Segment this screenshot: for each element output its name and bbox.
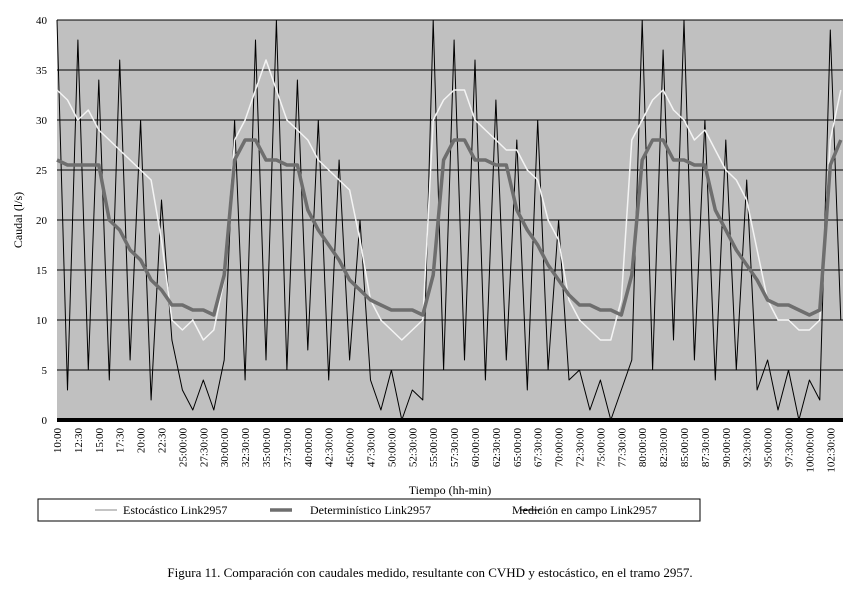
x-tick-label: 57:30:00 bbox=[449, 428, 461, 468]
series-line bbox=[56, 19, 842, 421]
x-tick-label: 17:30 bbox=[115, 428, 127, 454]
x-tick-label: 22:30 bbox=[157, 428, 169, 454]
y-tick-label: 0 bbox=[42, 415, 48, 427]
y-tick-label: 25 bbox=[36, 165, 48, 177]
y-tick-label: 5 bbox=[42, 365, 48, 377]
legend-label: Estocástico Link2957 bbox=[123, 503, 227, 517]
x-tick-label: 30:00:00 bbox=[219, 428, 231, 468]
x-tick-label: 32:30:00 bbox=[240, 428, 252, 468]
x-tick-label: 62:30:00 bbox=[491, 428, 503, 468]
caption: Figura 11. Comparación con caudales medi… bbox=[167, 565, 692, 580]
y-tick-label: 35 bbox=[36, 65, 48, 77]
x-tick-label: 25:00:00 bbox=[177, 428, 189, 468]
x-tick-label: 92:30:00 bbox=[742, 428, 754, 468]
x-tick-label: 50:00:00 bbox=[386, 428, 398, 468]
x-tick-label: 75:00:00 bbox=[595, 428, 607, 468]
x-tick-label: 15:00 bbox=[94, 428, 106, 454]
x-tick-label: 72:30:00 bbox=[575, 428, 587, 468]
x-tick-label: 95:00:00 bbox=[763, 428, 775, 468]
x-tick-label: 47:30:00 bbox=[366, 428, 378, 468]
x-tick-label: 20:00 bbox=[136, 428, 148, 454]
x-tick-label: 90:00:00 bbox=[721, 428, 733, 468]
x-tick-label: 87:30:00 bbox=[700, 428, 712, 468]
x-tick-label: 45:00:00 bbox=[345, 428, 357, 468]
x-axis-label: Tiempo (hh-min) bbox=[409, 483, 492, 497]
x-tick-label: 55:00:00 bbox=[428, 428, 440, 468]
legend-label: Determinístico Link2957 bbox=[310, 503, 431, 517]
x-tick-label: 67:30:00 bbox=[533, 428, 545, 468]
x-tick-label: 52:30:00 bbox=[407, 428, 419, 468]
legend-box bbox=[37, 498, 701, 522]
x-tick-label: 40:00:00 bbox=[303, 428, 315, 468]
legend-label: Medición en campo Link2957 bbox=[512, 503, 657, 517]
x-tick-label: 60:00:00 bbox=[470, 428, 482, 468]
x-tick-label: 42:30:00 bbox=[324, 428, 336, 468]
x-tick-label: 10:00 bbox=[52, 428, 64, 454]
x-tick-label: 35:00:00 bbox=[261, 428, 273, 468]
x-tick-label: 77:30:00 bbox=[616, 428, 628, 468]
x-tick-label: 100:00:00 bbox=[804, 428, 816, 473]
x-tick-label: 12:30 bbox=[73, 428, 85, 454]
x-tick-label: 80:00:00 bbox=[637, 428, 649, 468]
y-tick-label: 15 bbox=[36, 265, 48, 277]
x-tick-label: 85:00:00 bbox=[679, 428, 691, 468]
y-tick-label: 40 bbox=[36, 15, 48, 27]
x-tick-label: 82:30:00 bbox=[658, 428, 670, 468]
x-tick-label: 27:30:00 bbox=[198, 428, 210, 468]
x-tick-label: 97:30:00 bbox=[784, 428, 796, 468]
x-tick-label: 102:30:00 bbox=[825, 428, 837, 473]
y-tick-label: 30 bbox=[36, 115, 48, 127]
x-tick-label: 65:00:00 bbox=[512, 428, 524, 468]
series-line bbox=[56, 59, 842, 341]
x-tick-label: 70:00:00 bbox=[554, 428, 566, 468]
x-tick-label: 37:30:00 bbox=[282, 428, 294, 468]
y-tick-label: 10 bbox=[36, 315, 48, 327]
series-line bbox=[56, 138, 843, 317]
y-axis-label: Caudal (l/s) bbox=[11, 192, 25, 248]
y-tick-label: 20 bbox=[36, 215, 48, 227]
